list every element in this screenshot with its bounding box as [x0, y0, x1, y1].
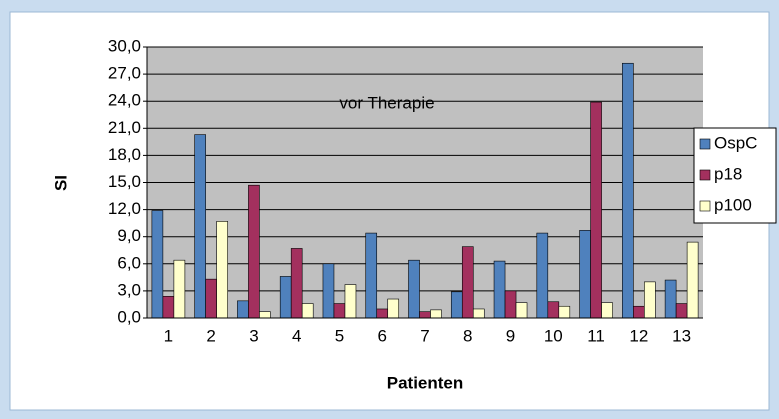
bar	[387, 298, 400, 319]
bar	[290, 248, 303, 319]
bar	[279, 276, 292, 319]
bar	[301, 303, 314, 319]
bar	[248, 184, 260, 319]
bar	[504, 290, 517, 319]
bar	[515, 302, 528, 319]
bar	[237, 300, 249, 319]
legend-swatch	[699, 138, 711, 150]
y-tick-label: 15,0	[108, 172, 141, 191]
x-axis-label: Patienten	[387, 373, 464, 392]
y-tick-label: 12,0	[108, 199, 141, 218]
bar	[472, 308, 485, 319]
bar	[664, 279, 677, 319]
x-tick-label: 12	[629, 326, 648, 345]
x-tick-label: 11	[587, 326, 605, 345]
y-tick-label: 27,0	[108, 64, 141, 83]
bar	[333, 303, 346, 319]
bar	[686, 241, 699, 319]
bar	[344, 284, 357, 319]
legend-label: p18	[714, 164, 742, 183]
x-tick-label: 3	[249, 326, 258, 345]
x-tick-label: 1	[164, 326, 173, 345]
annotation: vor Therapie	[339, 93, 434, 112]
bar	[216, 221, 228, 319]
bar	[151, 210, 164, 319]
legend-swatch	[699, 169, 711, 181]
y-tick-label: 24,0	[108, 91, 141, 110]
bar	[601, 302, 613, 319]
bar	[622, 62, 634, 319]
y-tick-label: 30,0	[108, 36, 141, 55]
x-tick-label: 10	[544, 326, 563, 345]
bar	[162, 296, 175, 319]
legend-swatch	[699, 200, 711, 212]
bar	[579, 230, 591, 319]
x-tick-label: 13	[672, 326, 691, 345]
bar	[173, 259, 186, 319]
x-tick-label: 4	[292, 326, 301, 345]
y-tick-label: 0,0	[117, 307, 141, 326]
x-tick-label: 7	[420, 326, 429, 345]
legend-label: p100	[714, 195, 752, 214]
x-tick-label: 6	[377, 326, 386, 345]
y-tick-label: 21,0	[108, 118, 141, 137]
bar	[450, 291, 463, 319]
bar	[205, 278, 217, 319]
y-axis-label: SI	[51, 175, 70, 191]
y-tick-label: 3,0	[117, 280, 141, 299]
bar	[547, 301, 560, 319]
bar	[644, 281, 656, 319]
bar	[493, 260, 506, 319]
x-tick-label: 5	[335, 326, 344, 345]
bar	[430, 309, 442, 319]
bar	[194, 134, 206, 319]
bar	[259, 311, 271, 319]
x-tick-label: 2	[206, 326, 215, 345]
y-tick-label: 9,0	[117, 226, 141, 245]
bar	[558, 305, 571, 319]
bar	[536, 232, 549, 319]
bar	[322, 263, 335, 319]
bar	[376, 308, 389, 319]
bar	[461, 246, 474, 319]
bar	[590, 101, 602, 319]
bar	[365, 232, 378, 319]
bar	[675, 303, 688, 319]
legend-label: OspC	[714, 133, 757, 152]
y-tick-label: 6,0	[117, 253, 141, 272]
bar	[408, 259, 420, 319]
bar	[633, 305, 645, 319]
x-tick-label: 9	[506, 326, 515, 345]
bar	[419, 311, 431, 319]
y-tick-label: 18,0	[108, 145, 141, 164]
x-tick-label: 8	[463, 326, 472, 345]
